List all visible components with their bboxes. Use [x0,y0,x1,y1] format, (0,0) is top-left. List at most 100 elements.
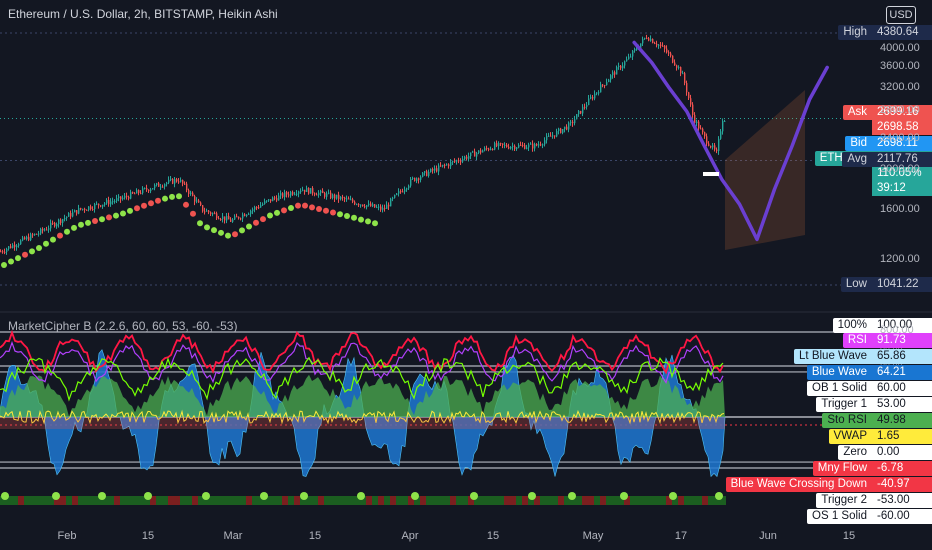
projection-line [632,40,829,242]
candle-body [84,208,86,210]
indicator-label: 100% 100.00 [832,318,932,333]
candle-body [600,84,602,93]
candle-body [42,228,44,231]
indicator-title: MarketCipher B (2.2.6, 60, 60, 53, -60, … [8,319,238,333]
candle-body [220,218,222,220]
candle-body [620,65,622,69]
candle-body [186,183,188,191]
indicator-label-value: 91.73 [872,333,932,348]
signal-dot [365,218,371,225]
candle-body [394,194,396,198]
candle-body [456,160,458,162]
candle-body [104,203,106,205]
candle-body [252,209,254,211]
signal-dot [127,207,133,214]
signal-dot [29,248,35,255]
candle-body [256,207,258,209]
candle-body [548,135,550,137]
candle-body [216,213,218,219]
candle-body [652,38,654,43]
signal-bar [258,496,264,505]
candle-body [180,179,182,182]
candle-body [590,97,592,99]
candle-body [580,110,582,114]
candle-body [514,145,516,150]
signal-bar [240,496,246,505]
candle-body [268,199,270,201]
indicator-label-value: -53.00 [872,493,932,508]
candle-body [246,214,248,217]
signal-bar [714,496,720,505]
candle-body [626,59,628,62]
candle-body [512,145,514,147]
candle-body [658,44,660,46]
candle-body [602,84,604,86]
candle-body [280,193,282,196]
candle-body [176,179,178,182]
signal-dot [372,220,378,227]
signal-dot [274,209,280,216]
candle-body [440,165,442,167]
signal-dot [99,216,105,223]
signal-bar [180,496,186,505]
projection-zone [725,90,805,250]
candle-body [704,132,706,137]
candle-body [596,92,598,94]
candle-body [218,218,220,220]
x-tick-label: May [582,530,604,542]
indicator-label: Mny Flow -6.78 [812,461,932,476]
signal-bar [606,496,612,505]
indicator-label: VWAP 1.65 [828,429,932,444]
signal-bar [192,496,198,505]
candle-body [40,228,42,234]
price-label-name: High [838,24,872,40]
signal-dot [71,224,77,231]
candle-body [70,213,72,217]
signal-dot [43,240,49,247]
signal-dot [358,216,364,223]
candle-body [668,52,670,54]
candle-body [58,219,60,224]
candle-body [474,151,476,157]
candle-body [146,187,148,190]
signal-bar [480,496,486,505]
candle-body [334,194,336,199]
indicator-label-value: 1.65 [872,429,932,444]
signal-bar [120,496,126,505]
candle-body [622,65,624,69]
candle-body [434,168,436,171]
candle-body [330,192,332,199]
indicator-label-name: Trigger 1 [816,397,872,412]
candle-body [158,183,160,187]
signal-bar [246,496,252,505]
vwap-line [0,409,725,425]
price-label-name: Low [840,276,872,292]
candle-body [72,212,74,217]
signal-bar [570,496,576,505]
candle-body [78,207,80,214]
candle-body [278,195,280,201]
candle-body [552,135,554,137]
signal-dot [344,213,350,220]
signal-bar [18,496,24,505]
signal-bar [636,496,642,505]
signal-bar [558,496,564,505]
candle-body [114,200,116,202]
candle-body [718,138,720,152]
signal-dot [197,220,203,227]
indicator-label-name: VWAP [828,429,872,444]
buy-dot [620,492,628,500]
candle-body [422,172,424,177]
signal-bar [456,496,462,505]
candle-body [326,193,328,197]
signal-bar [348,496,354,505]
candle-body [96,203,98,205]
candle-body [38,233,40,235]
candle-body [572,121,574,124]
currency-button[interactable]: USD [886,6,916,24]
candle-body [62,219,64,223]
buy-dot [669,492,677,500]
candle-body [678,67,680,69]
signal-dot [22,251,28,258]
signal-dot [288,205,294,212]
